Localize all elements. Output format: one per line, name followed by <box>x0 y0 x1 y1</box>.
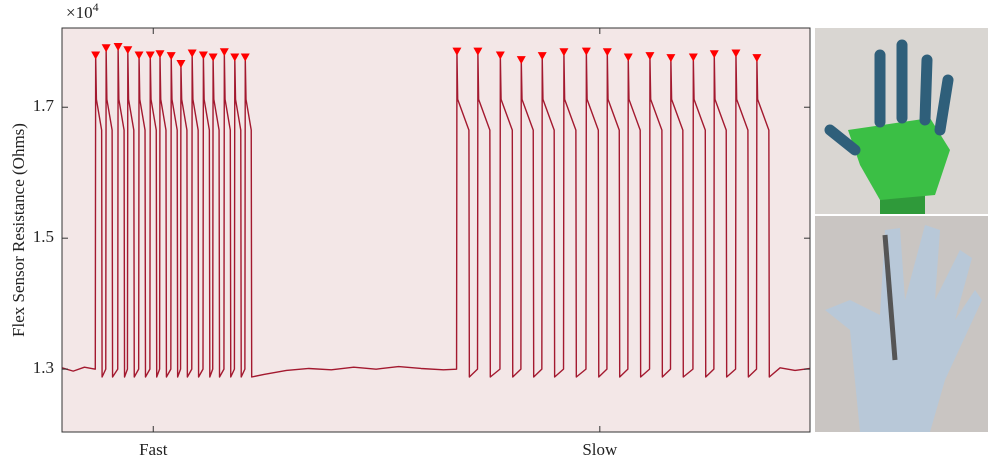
y-multiplier: ×104 <box>66 0 99 22</box>
peak-marker <box>113 42 123 51</box>
x-tick-label: Slow <box>582 440 618 459</box>
peak-marker <box>645 52 655 61</box>
peak-marker <box>187 49 197 58</box>
peak-marker <box>219 48 229 57</box>
peak-marker <box>123 46 133 55</box>
peak-marker <box>731 49 741 58</box>
peak-marker <box>559 48 569 57</box>
y-tick-label: 1.3 <box>33 358 54 377</box>
peak-marker <box>166 52 176 61</box>
peak-marker <box>495 51 505 60</box>
photos <box>815 28 988 432</box>
peak-marker <box>666 54 676 63</box>
peak-marker <box>198 51 208 60</box>
plot-area <box>61 42 811 378</box>
robot-fingers <box>824 39 954 156</box>
y-multiplier-base: ×10 <box>66 3 93 22</box>
x-tick-label: Fast <box>139 440 168 459</box>
y-tick-label: 1.7 <box>33 96 55 115</box>
peak-marker <box>752 54 762 63</box>
y-multiplier-exponent: 4 <box>93 0 99 14</box>
robot-palm <box>848 118 950 200</box>
peak-marker <box>473 47 483 56</box>
peak-marker <box>240 53 250 62</box>
peak-marker <box>91 51 101 60</box>
signal-line <box>61 46 811 378</box>
peak-marker <box>452 47 462 56</box>
peak-marker <box>155 50 165 59</box>
peak-marker <box>602 48 612 57</box>
y-tick-label: 1.5 <box>33 227 54 246</box>
peak-marker <box>230 53 240 62</box>
peak-marker <box>581 47 591 56</box>
y-axis-label: Flex Sensor Resistance (Ohms) <box>9 123 28 337</box>
peak-marker <box>623 53 633 62</box>
peak-marker <box>101 44 111 53</box>
peak-marker <box>145 51 155 60</box>
flex-sensor <box>882 234 898 361</box>
peak-marker <box>688 53 698 62</box>
peak-marker <box>709 50 719 59</box>
peak-marker <box>208 53 218 62</box>
axes-box <box>61 27 811 433</box>
peak-marker <box>537 52 547 61</box>
peak-marker <box>134 51 144 60</box>
plot-background <box>62 28 810 432</box>
glove <box>825 225 982 432</box>
peak-marker <box>176 60 186 69</box>
peak-marker <box>516 56 526 65</box>
